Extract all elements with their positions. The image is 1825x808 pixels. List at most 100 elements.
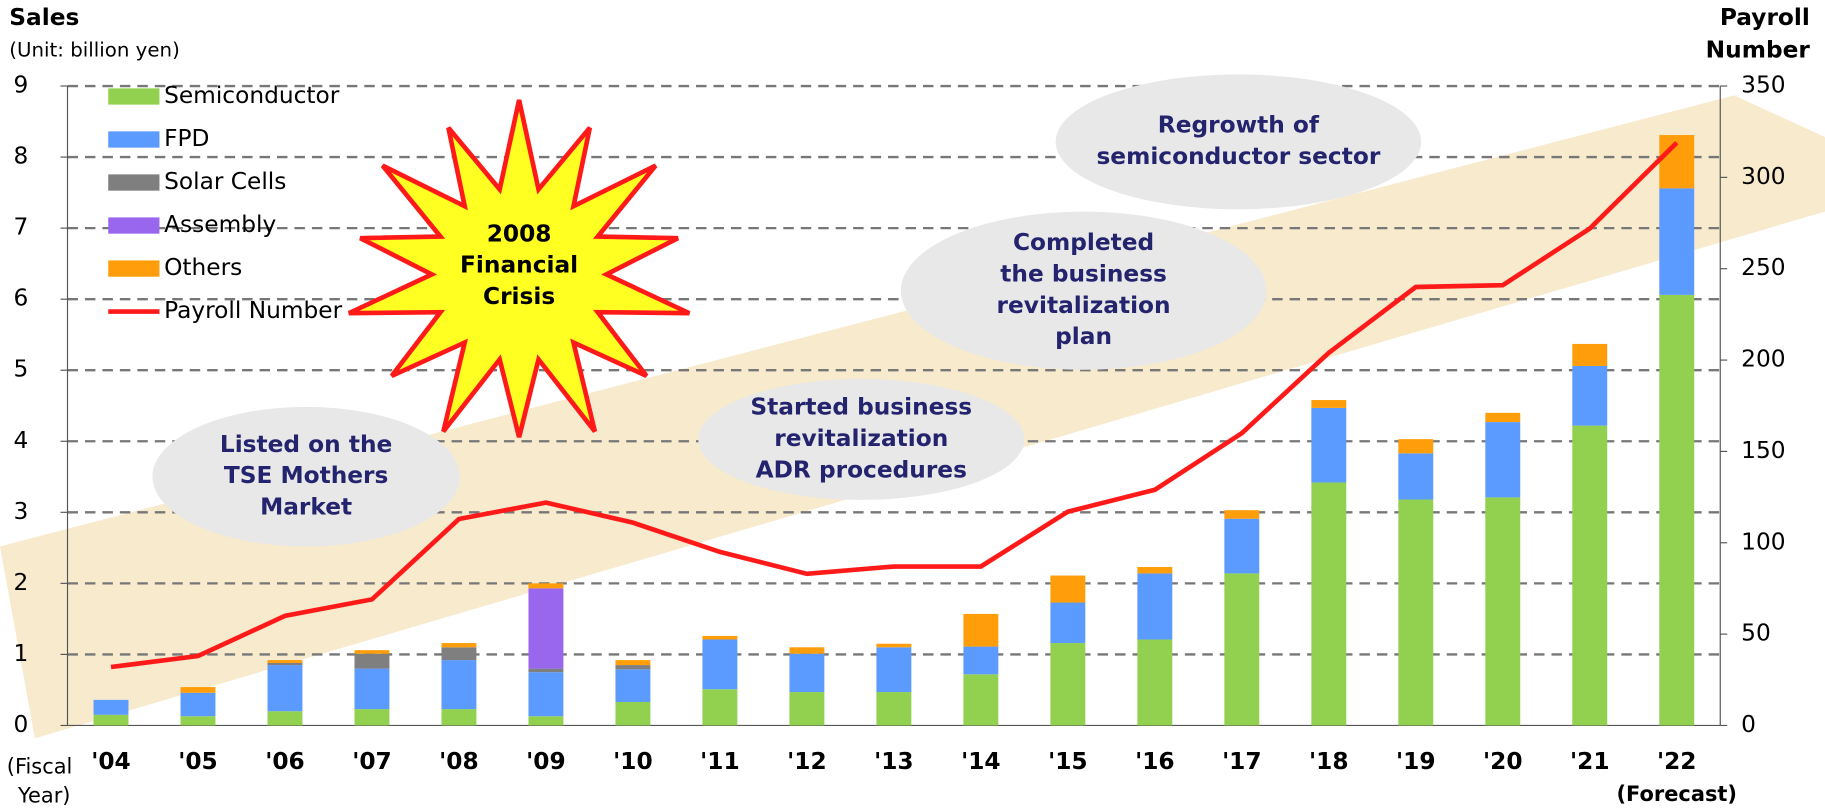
y-tick-label: 9 [14, 72, 29, 99]
legend-swatch [108, 88, 160, 105]
legend-label: Others [164, 254, 242, 281]
x-tick-label: '08 [439, 748, 479, 775]
annotation-text: Started business [750, 394, 972, 421]
bar-segment [528, 583, 564, 589]
bar-segment [354, 650, 390, 654]
annotation-text: plan [1055, 323, 1112, 350]
y-tick-label: 6 [14, 285, 29, 312]
crisis-burst [347, 99, 691, 438]
chart-subtitle: (Unit: billion yen) [9, 39, 180, 62]
x-tick-label: '14 [961, 748, 1001, 775]
bar-segment [876, 643, 912, 648]
bar-segment [963, 674, 999, 726]
bar-segment [93, 699, 129, 715]
x-tick-label: '17 [1222, 748, 1262, 775]
annotation-text: Listed on the [220, 431, 392, 458]
annotations: Listed on the TSE Mothers Market Started bu… [152, 74, 1422, 547]
bar-segment [1659, 188, 1695, 295]
legend-swatch [108, 217, 160, 234]
x-tick-label: '04 [91, 748, 131, 775]
y-tick-label: 7 [14, 214, 29, 241]
crisis-label: Financial [460, 252, 578, 279]
bar-segment [1224, 518, 1260, 574]
annotation-text: ADR procedures [756, 456, 967, 483]
bar-segment [963, 613, 999, 647]
legend-label: Solar Cells [164, 168, 286, 195]
bar-segment [1224, 510, 1260, 519]
bar-segment [702, 635, 738, 640]
y2-tick-label: 0 [1741, 711, 1756, 738]
y2-tick-label: 300 [1741, 163, 1785, 190]
bar-segment [1485, 412, 1521, 423]
y-tick-label: 3 [14, 498, 29, 525]
bar-segment [267, 662, 303, 666]
bar-segment [615, 669, 651, 703]
bar-segment [528, 588, 564, 669]
y-tick-label: 2 [14, 569, 29, 596]
bar-segment [702, 689, 738, 726]
bar-segment [1050, 602, 1086, 644]
bar-segment [1572, 425, 1608, 726]
x-label: Year) [17, 783, 70, 807]
bar-segment [1398, 439, 1434, 454]
bar-segment [789, 647, 825, 654]
x-tick-label: '22 [1657, 748, 1697, 775]
legend-swatch [108, 260, 160, 277]
bar-segment [789, 653, 825, 693]
bar-segment [441, 660, 477, 710]
y-tick-label: 8 [14, 143, 29, 170]
bar-segment [528, 716, 564, 726]
y2-title: Number [1706, 37, 1811, 64]
bar-segment [267, 665, 303, 712]
bar-segment [180, 687, 216, 693]
annotation-bubble [698, 379, 1025, 500]
bar-segment [1311, 407, 1347, 483]
bar-segment [180, 692, 216, 717]
bar-segment [354, 653, 390, 669]
y-tick-label: 4 [14, 427, 29, 454]
bar-segment [1398, 453, 1434, 500]
y2-title: Payroll [1720, 4, 1810, 31]
y2-tick-label: 350 [1741, 72, 1785, 99]
annotation-bubble [152, 406, 460, 547]
annotation-text: Regrowth of [1158, 112, 1320, 139]
bar-segment [267, 711, 303, 726]
bar-segment [528, 668, 564, 673]
bar-segment [180, 716, 216, 726]
y2-tick-label: 200 [1741, 346, 1785, 373]
bar-segment [1659, 294, 1695, 726]
legend-label: Semiconductor [164, 82, 340, 109]
annotation-text: TSE Mothers [224, 462, 389, 489]
bar-segment [615, 665, 651, 670]
legend-label: Assembly [164, 211, 276, 238]
bar-segment [267, 660, 303, 663]
y-tick-label: 5 [14, 356, 29, 383]
y-tick-label: 0 [14, 711, 29, 738]
bar-segment [354, 668, 390, 710]
annotation-text: the business [1000, 260, 1167, 287]
bar-segment [1485, 497, 1521, 726]
payroll-line [110, 141, 1679, 670]
x-tick-label: '20 [1483, 748, 1523, 775]
bar-segment [441, 647, 477, 661]
chart-title: Sales [9, 4, 79, 31]
bar-segment [789, 692, 825, 726]
y2-tick-label: 50 [1741, 620, 1771, 647]
annotation-bubble [900, 211, 1267, 370]
x-tick-label: '12 [787, 748, 827, 775]
crisis-label: Crisis [483, 283, 555, 310]
y2-tick-label: 100 [1741, 528, 1785, 555]
legend-label: FPD [164, 125, 209, 152]
y2-tick-label: 150 [1741, 437, 1785, 464]
bar-segment [1311, 482, 1347, 726]
x-tick-label: '10 [613, 748, 653, 775]
x-tick-label: '21 [1570, 748, 1610, 775]
bar-segment [93, 714, 129, 726]
bar-segment [441, 709, 477, 726]
bar-segment [876, 692, 912, 726]
x-tick-label: '07 [352, 748, 392, 775]
bar-segment [1050, 643, 1086, 726]
bar-segment [615, 702, 651, 726]
x-tick-label: '11 [700, 748, 740, 775]
